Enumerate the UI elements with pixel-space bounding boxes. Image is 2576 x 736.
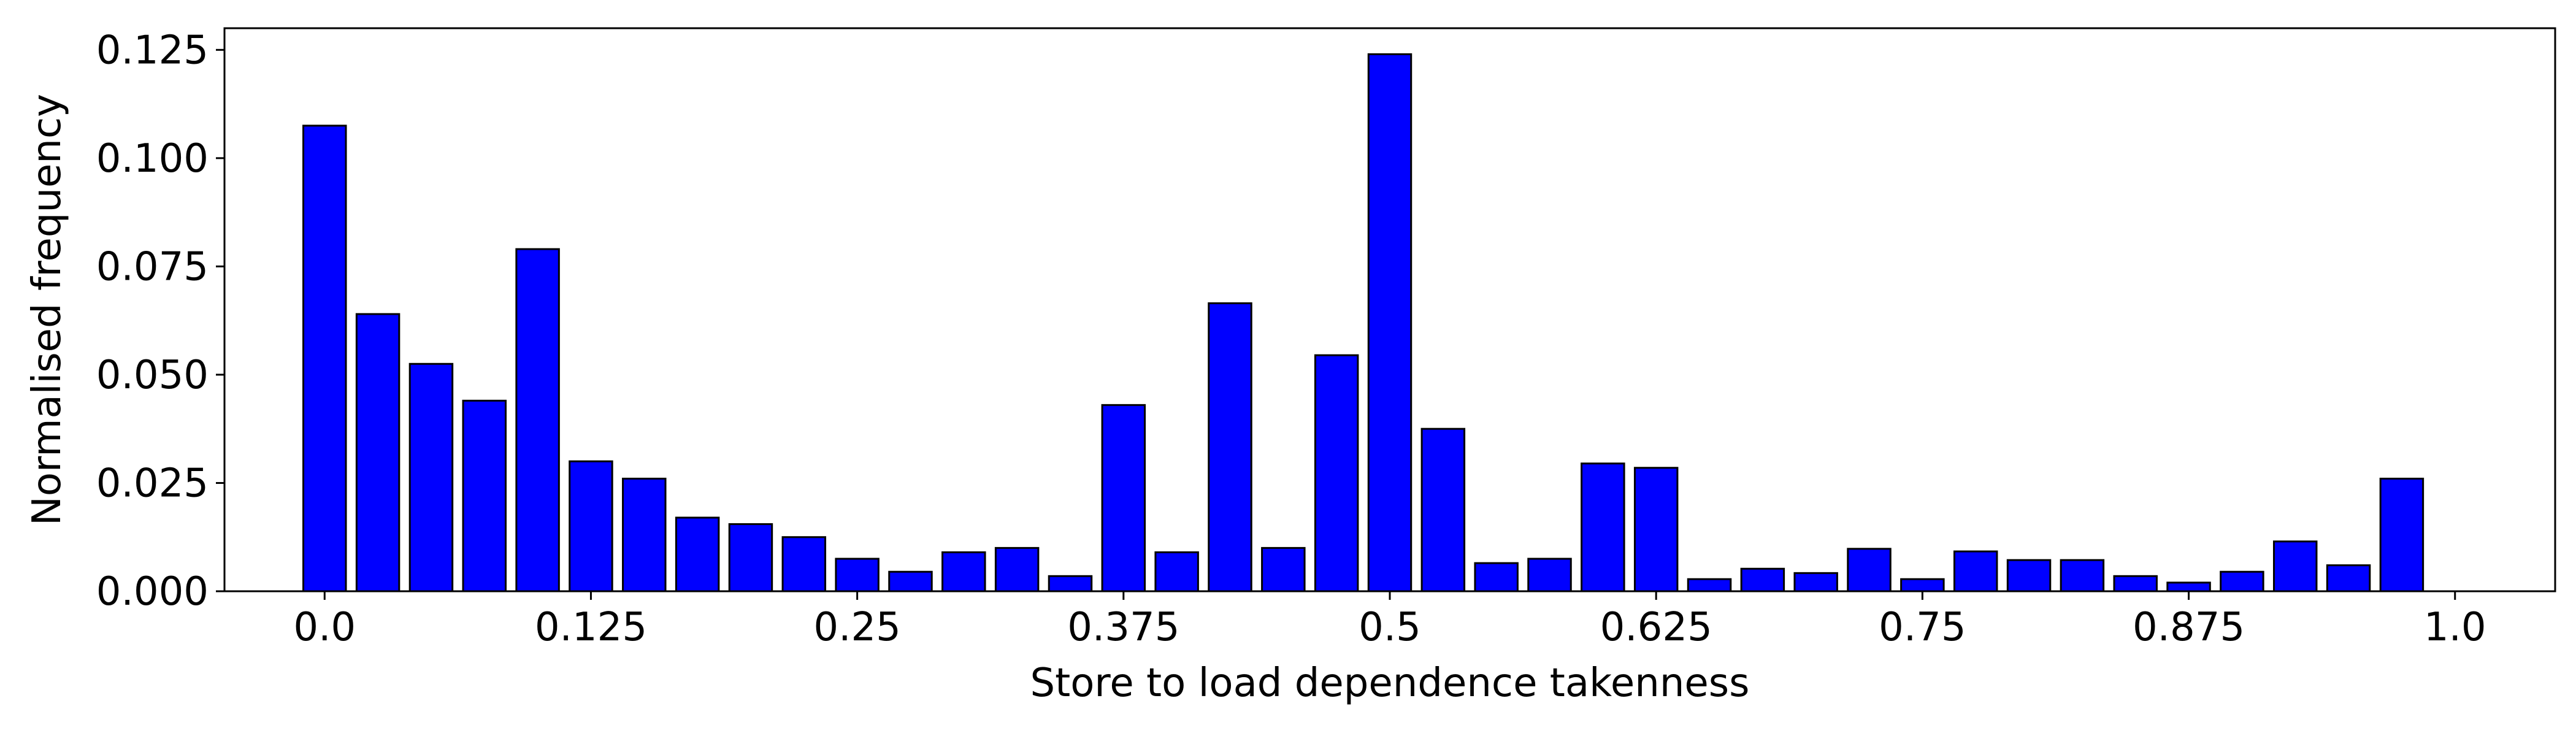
bar — [2006, 559, 2052, 592]
bar — [1687, 578, 1732, 592]
bar — [569, 460, 613, 592]
bar — [1953, 550, 1998, 592]
bar — [355, 313, 401, 592]
y-axis: 0.000 0.025 0.050 0.075 0.100 0.125 — [96, 28, 224, 615]
bar — [1900, 578, 1945, 592]
x-tick-label: 0.25 — [813, 605, 901, 650]
bar — [1367, 53, 1413, 592]
x-tick-label: 0.125 — [535, 605, 647, 650]
bar — [2113, 575, 2158, 592]
bar — [1154, 551, 1199, 592]
bar — [2060, 559, 2105, 592]
bar — [1101, 404, 1146, 592]
bar — [2220, 570, 2264, 592]
bar — [302, 125, 347, 592]
y-tick-label: 0.100 — [96, 136, 209, 182]
bar — [1581, 462, 1625, 592]
bar — [1740, 567, 1785, 592]
x-tick-label: 0.375 — [1067, 605, 1179, 650]
y-tick-label: 0.025 — [96, 461, 209, 506]
bars — [302, 53, 2425, 592]
bar — [515, 248, 560, 592]
bar — [1474, 562, 1519, 592]
bar — [835, 558, 880, 592]
x-tick-label: 1.0 — [2424, 605, 2486, 650]
bar — [462, 399, 507, 592]
y-tick-label: 0.125 — [96, 28, 209, 73]
x-tick-label: 0.875 — [2133, 605, 2245, 650]
bar — [1633, 467, 1679, 592]
bar — [1793, 572, 1838, 592]
bar — [1261, 546, 1306, 592]
bar — [2379, 477, 2425, 592]
y-tick-label: 0.000 — [96, 569, 209, 615]
bar — [888, 570, 933, 592]
bar — [2272, 540, 2318, 592]
x-tick-label: 0.5 — [1359, 605, 1421, 650]
bar — [2326, 564, 2371, 592]
bar — [1048, 575, 1093, 592]
bar — [622, 477, 667, 592]
y-axis-title: Normalised frequency — [25, 94, 70, 526]
bar — [994, 546, 1040, 592]
y-tick-label: 0.050 — [96, 353, 209, 398]
bar — [728, 523, 773, 592]
bar — [2166, 581, 2211, 592]
bar — [781, 536, 827, 592]
bar — [941, 551, 986, 592]
bar — [1420, 427, 1466, 592]
bar — [1314, 354, 1359, 592]
bar — [1527, 558, 1572, 592]
bar — [1208, 302, 1252, 592]
x-tick-label: 0.625 — [1600, 605, 1712, 650]
y-tick-label: 0.075 — [96, 244, 209, 289]
x-tick-label: 0.0 — [293, 605, 356, 650]
bar — [675, 516, 720, 592]
bar — [1847, 548, 1892, 592]
bar — [408, 362, 454, 592]
x-axis: 0.0 0.125 0.25 0.375 0.5 0.625 0.75 0.875 1.0 — [293, 591, 2486, 650]
x-tick-label: 0.75 — [1879, 605, 1966, 650]
x-axis-title: Store to load dependence takenness — [1030, 661, 1750, 706]
